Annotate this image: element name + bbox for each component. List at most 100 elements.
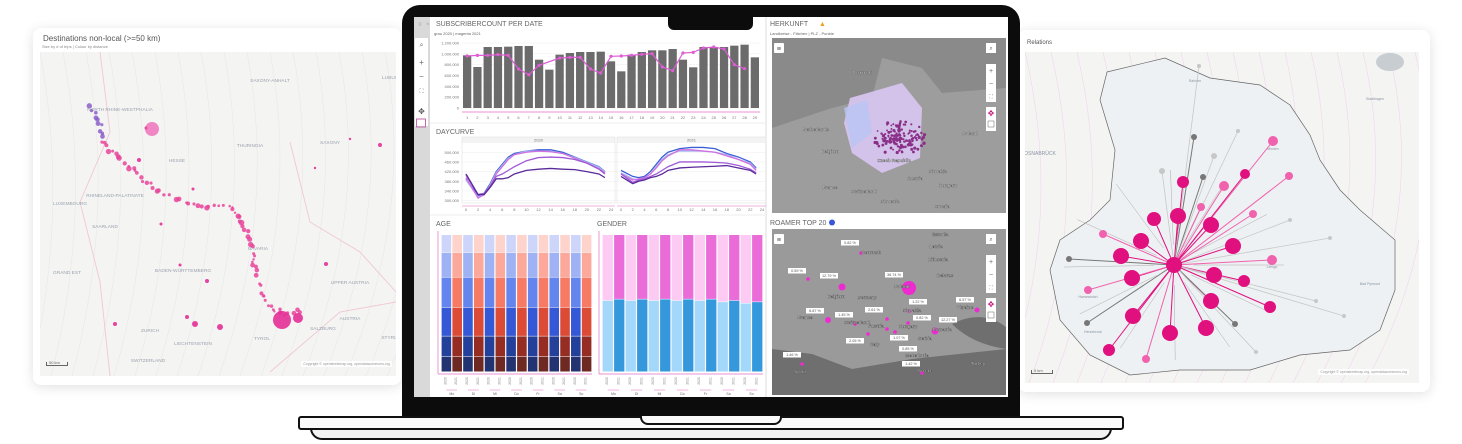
- map-label: HESSE: [169, 158, 185, 164]
- info-icon[interactable]: [829, 219, 835, 226]
- roamer-map[interactable]: Estonia Latvia Lithuania Denmark Belarus Belg…: [772, 229, 1006, 395]
- map-label: Bad Pyrmont: [1360, 282, 1380, 286]
- destination-point: [116, 155, 122, 161]
- map-label: France: [823, 185, 838, 190]
- roamer-bubble: [974, 307, 980, 313]
- bar-segment: [560, 252, 570, 277]
- y-tick-label: 600.000: [445, 73, 460, 78]
- destination-point: [237, 214, 242, 219]
- x-tick-label: 8: [667, 207, 670, 212]
- destination-point: [192, 202, 196, 206]
- x-tick-label: 14: [701, 207, 706, 212]
- bar-segment: [549, 235, 560, 253]
- plz-point: [881, 143, 885, 147]
- close-icon[interactable]: ×: [426, 22, 430, 28]
- district-border: [1191, 274, 1270, 313]
- destinations-map[interactable]: SAXONY-ANHALT THURINGIA HESSE RHINELAND-PAL…: [40, 52, 396, 376]
- year-label: 2021: [540, 377, 544, 385]
- percent-label-bg: [846, 338, 864, 344]
- herkunft-map[interactable]: Denmark Netherlands Poland Belgium Czech Rep…: [772, 38, 1006, 213]
- plz-point: [875, 140, 878, 143]
- bar-segment: [581, 336, 592, 357]
- relation-line: [1173, 264, 1271, 308]
- fullscreen-icon[interactable]: ⛶: [419, 88, 424, 95]
- bar-segment: [637, 299, 648, 372]
- plz-point: [908, 139, 911, 142]
- plz-point: [911, 137, 915, 140]
- relation-node: [1197, 64, 1201, 68]
- plz-point: [910, 123, 913, 126]
- relations-map[interactable]: OSNABRÜCK Minden Lemgo Harsewinkel Herzebroc…: [1025, 52, 1419, 383]
- plz-point: [886, 121, 890, 125]
- destination-point: [145, 122, 159, 136]
- zoom-in-icon[interactable]: +: [419, 58, 424, 67]
- plz-point: [922, 135, 926, 139]
- plz-point: [910, 134, 913, 138]
- draw-controls: [986, 298, 996, 322]
- destinations-map-layer: SAXONY-ANHALT THURINGIA HESSE RHINELAND-PAL…: [40, 52, 396, 376]
- point-2021: [722, 47, 726, 51]
- x-tick-label: 24: [760, 207, 765, 212]
- relation-line: [1173, 155, 1215, 266]
- year-label: 2020: [551, 377, 555, 385]
- map-label: LIECHTENSTEIN: [174, 341, 212, 347]
- bar-segment: [495, 277, 506, 308]
- road: [239, 52, 281, 376]
- bar-segment: [740, 235, 751, 303]
- bar-segment: [495, 307, 506, 336]
- relation-line: [1173, 264, 1236, 325]
- relation-node: [1328, 236, 1332, 240]
- hamburger-icon[interactable]: ≡: [418, 22, 422, 28]
- destination-point: [278, 307, 282, 311]
- map-label: BADEN-WÜRTTEMBERG: [155, 267, 211, 274]
- bar-segment: [581, 235, 592, 253]
- destination-point: [126, 166, 132, 172]
- plz-point: [910, 129, 913, 133]
- percent-label-bg: [899, 346, 917, 352]
- map-label: Rahden: [1189, 79, 1201, 83]
- relation-line: [1120, 255, 1175, 266]
- bar-segment: [506, 336, 516, 357]
- destination-point: [253, 264, 258, 269]
- year-label: 2020: [628, 377, 632, 385]
- relation-node: [1113, 248, 1129, 264]
- select-box-icon[interactable]: [416, 118, 426, 128]
- bar-segment: [463, 235, 473, 253]
- destination-point: [95, 121, 101, 126]
- bar-2020: [545, 69, 554, 108]
- bar-segment: [452, 336, 462, 357]
- relation-node: [1159, 168, 1165, 174]
- day-label: Do: [514, 392, 519, 396]
- map-label: SALZBURG: [310, 326, 336, 332]
- zoom-out-icon[interactable]: −: [419, 72, 424, 81]
- percent-label-bg: [835, 312, 853, 318]
- bar-segment: [614, 299, 625, 372]
- relation-line: [1173, 224, 1212, 266]
- plz-point: [887, 135, 890, 138]
- plz-point: [916, 147, 920, 151]
- relation-node: [1268, 136, 1278, 146]
- roamer-bubble: [906, 321, 910, 325]
- border: [79, 52, 396, 376]
- destination-point: [240, 224, 245, 229]
- map-label: Hungary: [899, 324, 918, 329]
- relation-line: [1173, 206, 1202, 266]
- toolbar-bg: [415, 38, 428, 126]
- destination-point: [105, 148, 112, 155]
- zoom-out-icon: −: [989, 81, 993, 88]
- plz-point: [906, 140, 909, 143]
- year-label: 2020: [487, 377, 491, 385]
- percent-label-bg: [890, 335, 908, 341]
- percent-label-bg: [885, 272, 903, 278]
- relation-line: [1108, 264, 1175, 351]
- search-icon[interactable]: ⌕: [420, 42, 424, 49]
- year-label: 2021: [476, 377, 480, 385]
- bar-2020: [627, 54, 636, 108]
- zoom-out-icon: −: [989, 272, 993, 279]
- plz-point: [883, 150, 887, 154]
- destination-point: [217, 204, 221, 208]
- move-icon[interactable]: ✥: [418, 107, 425, 116]
- destination-point: [212, 203, 216, 207]
- x-tick-label: 18: [725, 207, 730, 212]
- bar-segment: [625, 235, 636, 301]
